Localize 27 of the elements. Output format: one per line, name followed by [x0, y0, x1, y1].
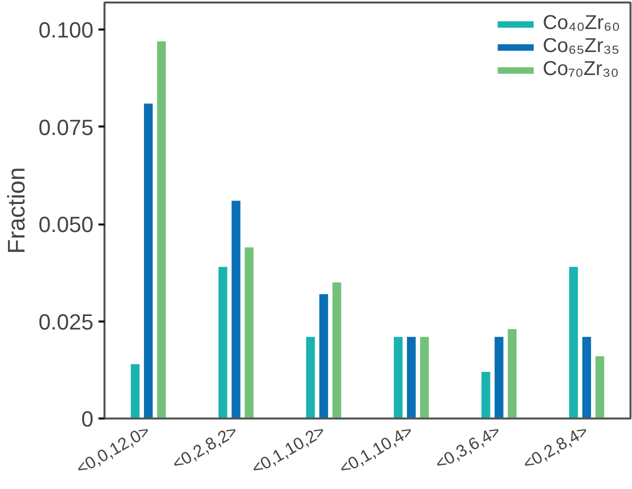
bar: [508, 329, 517, 418]
legend-label: Co₆₅Zr₃₅: [542, 35, 620, 58]
bar: [494, 336, 504, 418]
bar: [130, 364, 140, 418]
bar: [394, 336, 403, 418]
bar: [332, 282, 342, 418]
y-tick-label: 0.050: [38, 212, 94, 238]
bar: [569, 266, 578, 418]
y-tick-label: 0: [81, 406, 94, 432]
bar: [406, 336, 416, 418]
legend-label: Co₇₀Zr₃₀: [542, 58, 619, 81]
bar: [582, 336, 592, 418]
bar: [595, 356, 604, 418]
bar: [157, 41, 166, 418]
bar: [218, 266, 228, 418]
bar: [481, 372, 490, 418]
bar: [244, 247, 254, 418]
bar: [232, 200, 240, 418]
y-tick-label: 0.100: [38, 18, 94, 43]
bar: [306, 336, 315, 418]
y-tick-label: 0.075: [38, 114, 94, 140]
bar: [319, 294, 328, 418]
legend-label: Co₄₀Zr₆₀: [542, 12, 620, 35]
y-axis-title: Fraction: [3, 167, 30, 254]
bar: [144, 104, 153, 418]
bar: [420, 336, 429, 418]
y-tick-label: 0.025: [38, 309, 94, 334]
